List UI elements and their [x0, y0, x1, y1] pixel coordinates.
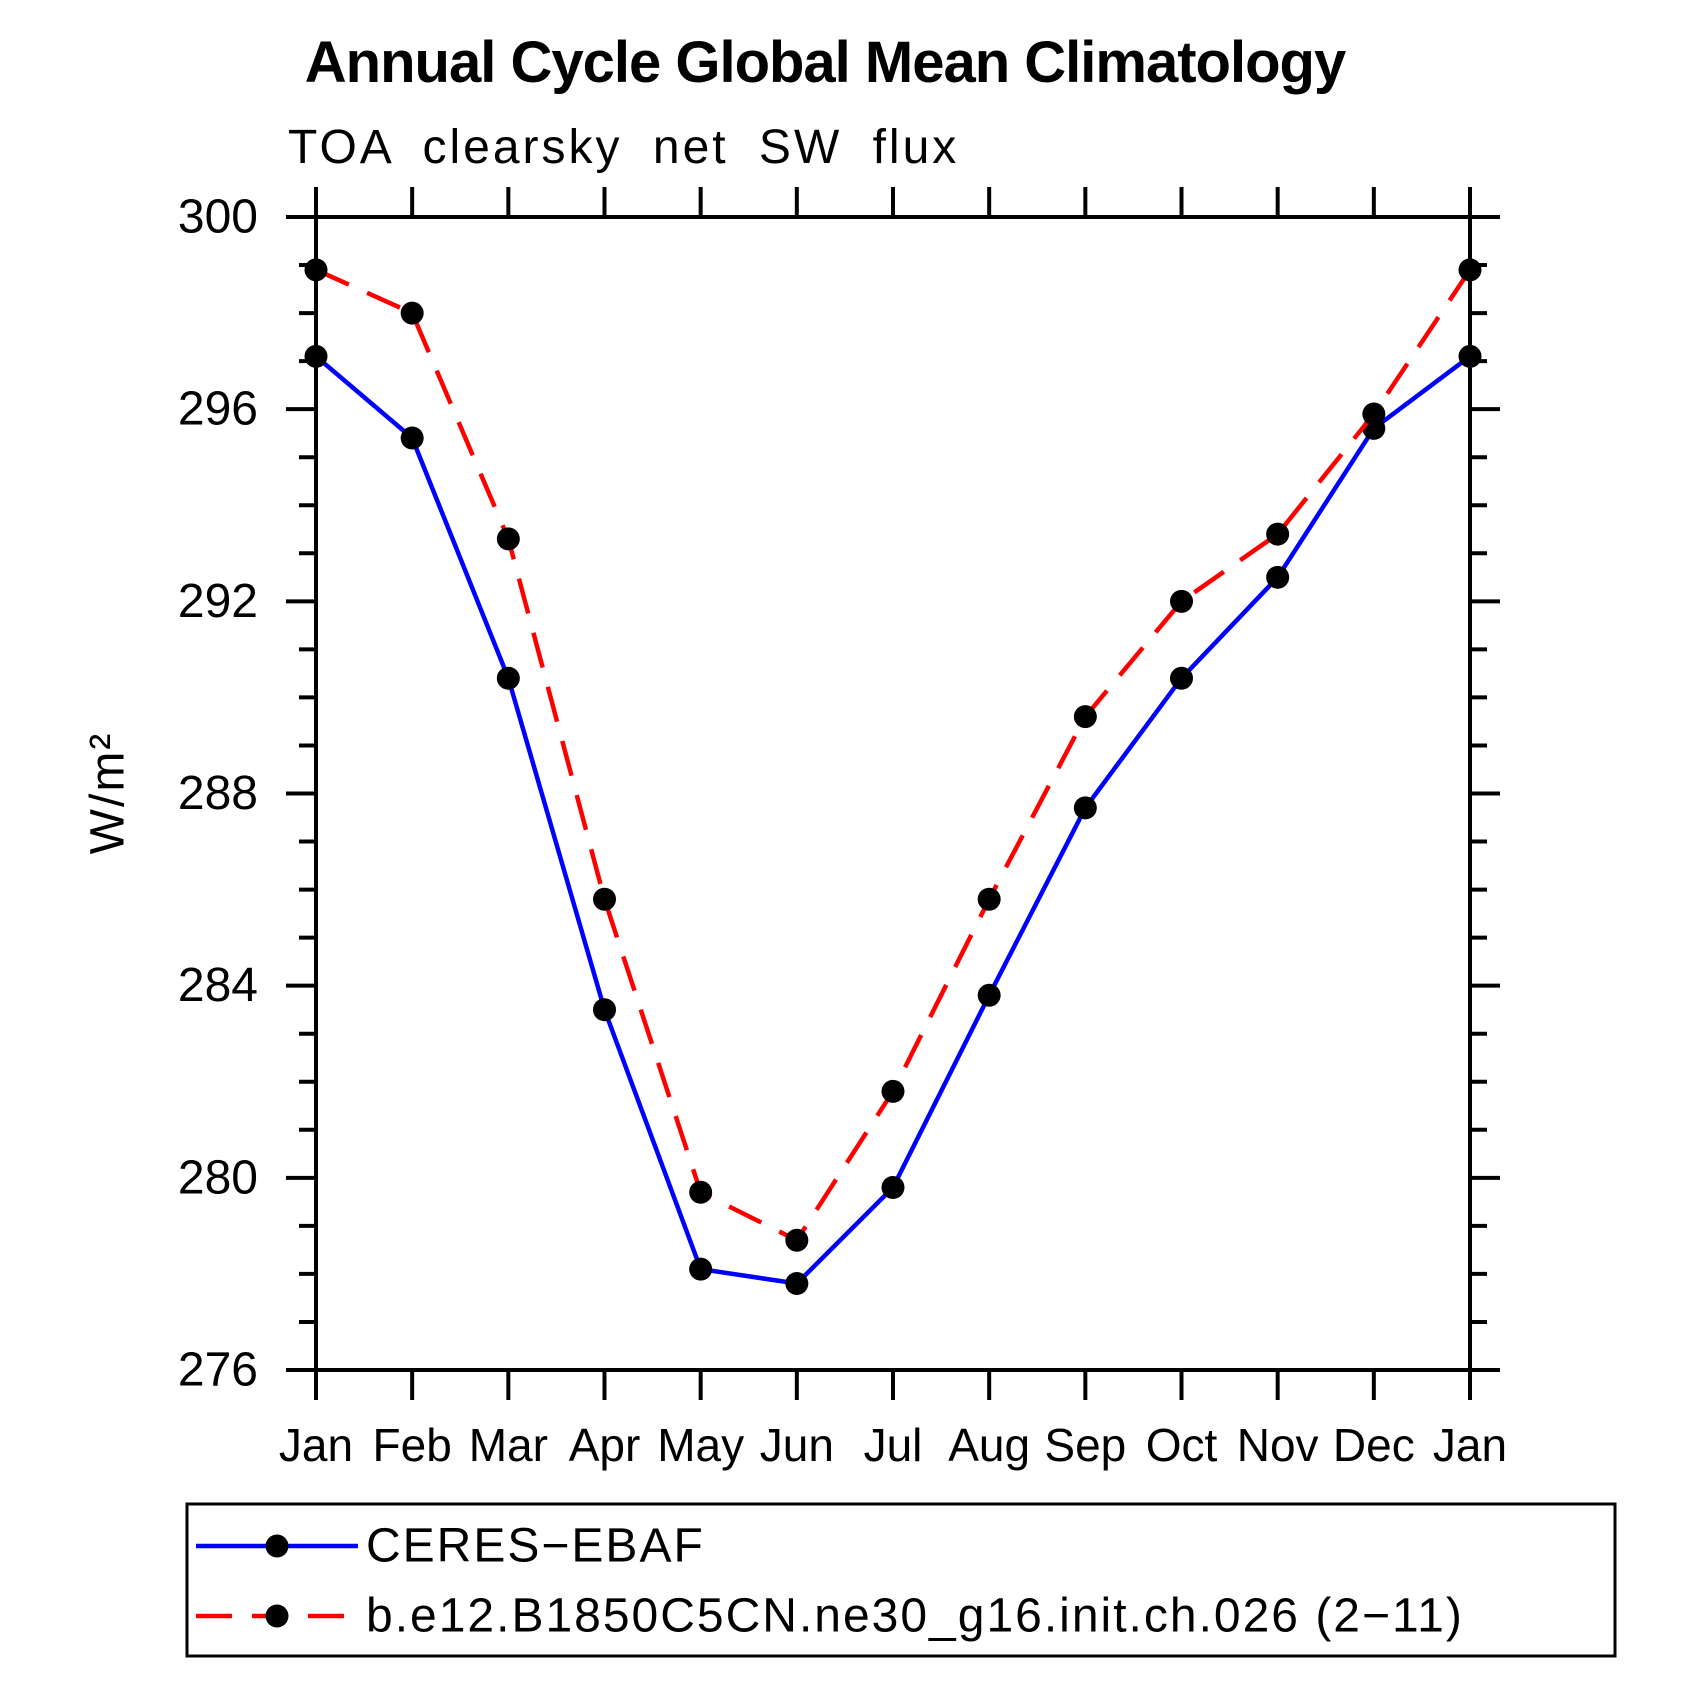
x-tick-label: Sep [1044, 1419, 1126, 1471]
legend-label-ceres: CERES−EBAF [366, 1520, 705, 1573]
x-tick-label: Jan [279, 1419, 353, 1471]
legend: CERES−EBAF b.e12.B1850C5CN.ne30_g16.init… [185, 1502, 1617, 1658]
data-point [1458, 344, 1482, 368]
y-tick-label: 292 [178, 575, 258, 628]
x-tick-label: Jun [760, 1419, 834, 1471]
data-point [1266, 522, 1290, 546]
data-point [1073, 705, 1097, 729]
x-tick-label: Nov [1237, 1419, 1319, 1471]
x-tick-label: Mar [469, 1419, 548, 1471]
data-point [785, 1272, 809, 1296]
y-tick-label: 280 [178, 1151, 258, 1204]
y-axis-label: W/m² [82, 732, 135, 855]
data-point [1170, 589, 1193, 613]
y-tick-label: 288 [178, 767, 258, 820]
data-point [1073, 796, 1097, 820]
plot-area: Jan Feb Mar Apr May Jun Jul Aug Sep Oct Nov Dec Jan 2… [178, 187, 1507, 1471]
x-tick-label: Apr [569, 1419, 641, 1471]
data-point [1362, 402, 1386, 426]
x-tick-label: Jan [1433, 1419, 1507, 1471]
legend-label-model: b.e12.B1850C5CN.ne30_g16.init.ch.026 (2−… [366, 1590, 1464, 1643]
x-tick-label: Dec [1333, 1419, 1415, 1471]
y-tick-label: 300 [178, 191, 258, 244]
data-point [1266, 565, 1290, 589]
data-point [304, 344, 328, 368]
x-tick-label: Feb [373, 1419, 452, 1471]
x-tick-label: May [657, 1419, 744, 1471]
legend-box [185, 1502, 1617, 1658]
legend-marker-ceres [265, 1534, 289, 1558]
data-point [785, 1228, 809, 1252]
data-point [689, 1257, 713, 1281]
x-tick-label: Jul [864, 1419, 923, 1471]
data-point [593, 887, 616, 911]
data-point [496, 527, 520, 551]
y-tick-label: 296 [178, 383, 258, 436]
data-point [881, 1175, 905, 1199]
data-point [977, 887, 1001, 911]
y-tick-label: 284 [178, 959, 258, 1012]
data-point [881, 1079, 905, 1103]
chart-title: Annual Cycle Global Mean Climatology [305, 30, 1346, 95]
data-point [400, 426, 424, 450]
data-point [400, 301, 424, 325]
data-point [304, 258, 328, 282]
chart-subtitle: TOA clearsky net SW flux [288, 121, 959, 174]
x-tick-label: Aug [948, 1419, 1030, 1471]
data-point [496, 666, 520, 690]
data-point [689, 1180, 713, 1204]
data-point [593, 998, 616, 1022]
legend-marker-model [265, 1604, 289, 1628]
data-point [1458, 258, 1482, 282]
data-point [977, 983, 1001, 1007]
x-tick-label: Oct [1146, 1419, 1218, 1471]
y-tick-label: 276 [178, 1344, 258, 1397]
data-point [1170, 666, 1193, 690]
